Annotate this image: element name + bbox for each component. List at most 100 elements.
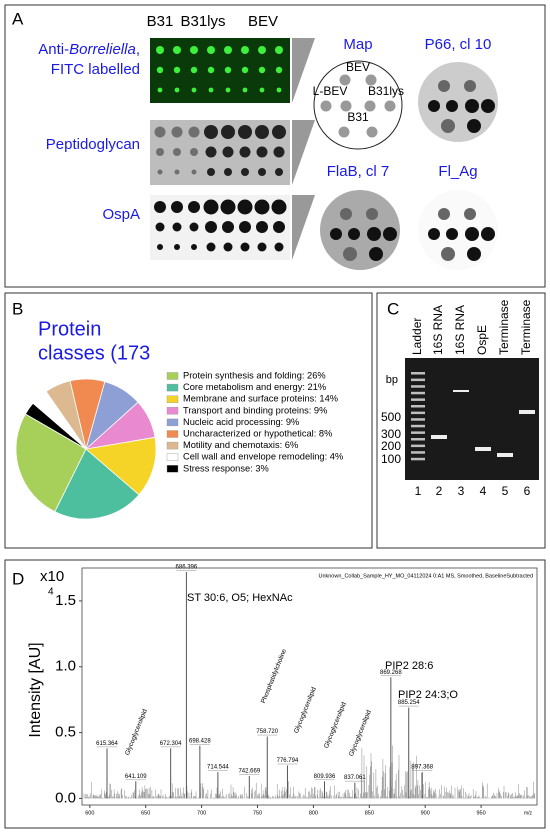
blot-dot	[254, 199, 270, 215]
legend-label: Membrane and surface proteins: 14%	[183, 394, 338, 404]
marker-label: 500	[381, 410, 401, 424]
blot-dot	[239, 221, 251, 233]
blot-dot	[156, 46, 164, 54]
legend-swatch	[166, 383, 179, 392]
map-dot	[364, 100, 376, 112]
row-label-part: ,	[136, 41, 140, 58]
blot-dot	[276, 87, 282, 93]
annotation: PIP2 24:3;O	[398, 689, 458, 701]
blot-dot	[272, 125, 286, 139]
blot-dot	[208, 87, 214, 93]
ladder-band	[411, 424, 425, 428]
blot-dot	[188, 201, 200, 213]
blot-dot	[274, 242, 284, 252]
ladder-band	[411, 418, 425, 421]
blot-dot	[271, 199, 287, 215]
legend-swatch	[166, 441, 179, 450]
legend-label: Motility and chemotaxis: 6%	[183, 440, 298, 450]
blot-dot	[275, 168, 283, 176]
map-label: B31lys	[368, 84, 404, 98]
blot-dot	[157, 244, 163, 250]
blot-dot	[438, 80, 450, 92]
blot-dot	[242, 87, 248, 93]
blot-dot	[464, 80, 476, 92]
blot-dot	[207, 168, 215, 176]
legend-label: Transport and binding proteins: 9%	[183, 405, 327, 415]
peak-label: 758.720	[256, 729, 278, 735]
x-tick-label: 950	[477, 810, 486, 816]
blot-dot	[259, 87, 265, 93]
blot-dot	[225, 87, 231, 93]
row-label: Peptidoglycan	[46, 136, 140, 153]
legend-swatch	[166, 453, 179, 461]
blot-dot	[172, 222, 182, 232]
pie-slice	[54, 448, 140, 520]
ladder-band	[411, 451, 425, 454]
blot-dot	[174, 87, 180, 93]
blot-dot	[238, 125, 252, 139]
chart-title: classes (173	[38, 342, 150, 364]
row-label: FITC labelled	[51, 61, 140, 78]
y-tick-label: 0.5	[55, 724, 76, 741]
blot-dot	[191, 87, 197, 93]
blot-dot	[173, 46, 181, 54]
blot	[150, 120, 290, 185]
annotation: Glycoglycerolipid	[124, 708, 149, 757]
panel-d: Unknown_Collab_Sample_HY_MO_04112024 0:A…	[27, 565, 538, 816]
x-tick-label: 650	[141, 810, 150, 816]
x-tick-label: 600	[85, 810, 94, 816]
legend-label: Uncharacterized or hypothetical: 8%	[183, 428, 332, 438]
annotation: Glycoglycerolipid	[293, 686, 318, 735]
blot-dot	[465, 99, 479, 113]
blot-dot	[273, 146, 285, 158]
blot-dot	[221, 125, 235, 139]
peak-label: 698.428	[189, 738, 211, 744]
blot-dot	[157, 169, 163, 175]
blot-dot	[156, 148, 164, 156]
legend-swatch	[166, 465, 179, 473]
blot-dot	[156, 66, 164, 74]
ladder-band	[411, 405, 425, 408]
blot-dot	[446, 228, 458, 240]
blot-dot	[481, 227, 495, 241]
blot-dot	[241, 46, 249, 54]
blot-dot	[222, 146, 234, 158]
row-label-part: Peptidoglycan	[46, 136, 140, 153]
blot-dot	[191, 244, 197, 250]
panel-label: B	[12, 299, 23, 318]
legend-label: Core metabolism and energy: 21%	[183, 382, 326, 392]
map-dot	[320, 100, 332, 112]
legend-swatch	[166, 407, 179, 415]
blot-dot	[224, 66, 232, 74]
blot-dot	[464, 208, 476, 220]
blot-dot	[465, 227, 479, 241]
blot-dot	[428, 100, 440, 112]
noise	[83, 745, 536, 799]
x-tick-label: 800	[309, 810, 318, 816]
blot-dot	[190, 66, 198, 74]
blot-dot	[255, 125, 269, 139]
band	[431, 435, 447, 439]
image-title: Fl_Ag	[438, 163, 477, 180]
blot-dot	[275, 66, 283, 74]
blot-dot	[441, 247, 455, 261]
row-label: OspA	[102, 206, 140, 223]
chart-title: Protein	[38, 318, 101, 340]
blot-dot	[190, 46, 198, 54]
map-label: B31	[347, 110, 369, 124]
pie-slice	[24, 402, 87, 450]
blot-dot	[173, 148, 181, 156]
blot-wedge	[292, 195, 315, 260]
blot-dot	[366, 208, 378, 220]
blot-dot	[258, 46, 266, 54]
blot-dot	[174, 244, 180, 250]
blot-dot	[240, 242, 250, 252]
ladder-band	[411, 398, 425, 401]
panel-b-frame	[4, 292, 373, 549]
band	[519, 410, 535, 414]
blot-dot	[367, 227, 381, 241]
legend-label: Nucleic acid processing: 9%	[183, 417, 299, 427]
lane-number: 3	[458, 484, 465, 498]
x-tick-label: 850	[365, 810, 374, 816]
